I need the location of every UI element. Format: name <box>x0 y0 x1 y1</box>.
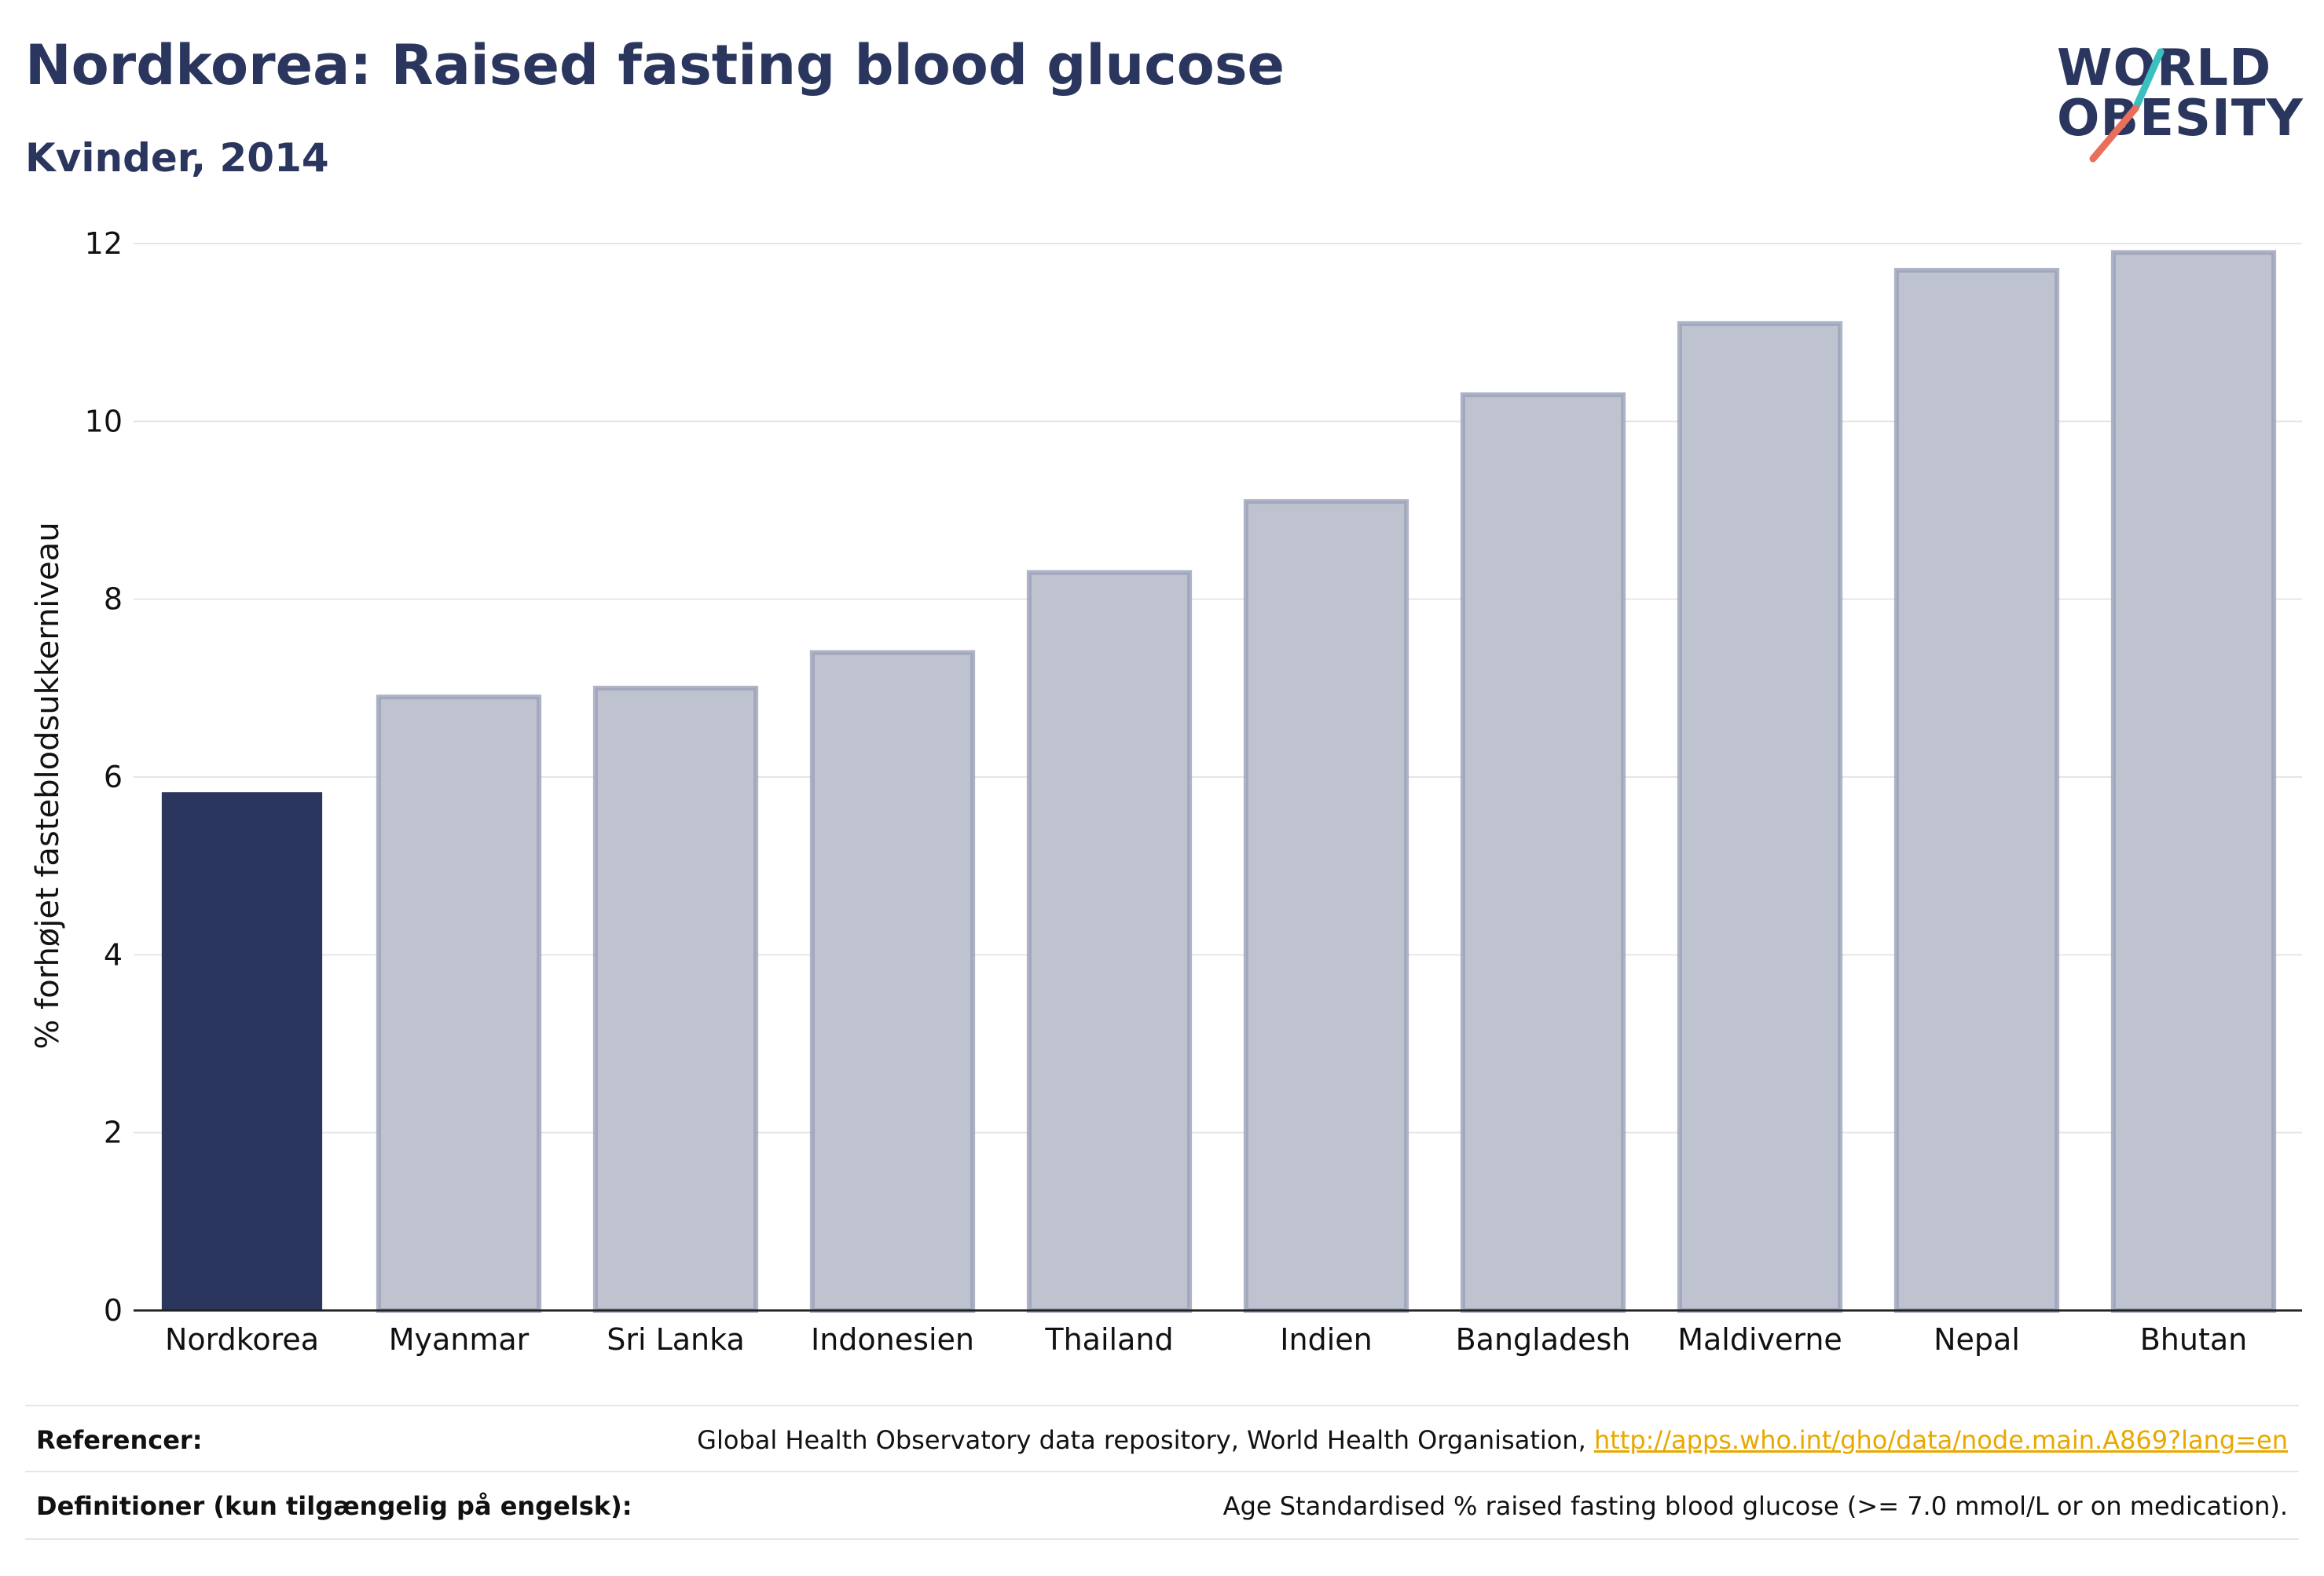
y-tick-label: 8 <box>104 582 123 617</box>
x-tick-labels: Nordkorea Myanmar Sri Lanka Indonesien Thail… <box>165 1322 2247 1357</box>
logo-text-world: WORLD <box>2057 39 2272 97</box>
bar-myanmar[interactable] <box>376 695 542 1313</box>
footer: Referencer: Global Health Observatory da… <box>25 1405 2299 1540</box>
logo-slash-icon <box>2089 48 2165 163</box>
y-tick-label: 2 <box>104 1116 123 1150</box>
x-tick-label: Indien <box>1280 1322 1372 1357</box>
bar-maldiverne[interactable] <box>1677 321 1843 1314</box>
bar-bangladesh[interactable] <box>1460 392 1626 1314</box>
logo-text-obesity: OBESITY <box>2057 90 2304 148</box>
x-tick-label: Indonesien <box>811 1322 974 1357</box>
references-row: Referencer: Global Health Observatory da… <box>25 1405 2299 1472</box>
world-obesity-logo[interactable]: WORLD OBESITY <box>2043 24 2310 165</box>
x-tick-label: Bhutan <box>2140 1322 2248 1357</box>
bar-bhutan[interactable] <box>2110 250 2277 1314</box>
bar-nordkorea[interactable] <box>161 792 323 1310</box>
bars <box>161 250 2277 1314</box>
references-label: Referencer: <box>36 1425 203 1455</box>
y-tick-label: 12 <box>85 226 123 261</box>
y-tick-label: 10 <box>85 404 123 438</box>
y-tick-label: 6 <box>104 760 123 794</box>
x-tick-label: Nepal <box>1934 1322 2020 1357</box>
chart-title: Nordkorea: Raised fasting blood glucose <box>25 33 1285 97</box>
definitions-row: Definitioner (kun tilgængelig på engelsk… <box>25 1471 2299 1540</box>
y-tick-label: 0 <box>104 1293 123 1328</box>
x-tick-label: Nordkorea <box>165 1322 319 1357</box>
y-tick-labels: 0 2 4 6 8 10 12 <box>85 226 123 1328</box>
bar-indonesien[interactable] <box>809 650 976 1313</box>
x-tick-label: Myanmar <box>389 1322 530 1357</box>
definitions-text: Age Standardised % raised fasting blood … <box>1222 1491 2288 1521</box>
bar-chart: 0 2 4 6 8 10 12 Nordkorea Myanmar Sri Lanka Indon… <box>30 226 2302 1357</box>
references-text: Global Health Observatory data repositor… <box>697 1425 1586 1455</box>
y-tick-label: 4 <box>104 937 123 972</box>
definitions-label: Definitioner (kun tilgængelig på engelsk… <box>36 1491 632 1521</box>
x-tick-label: Sri Lanka <box>607 1322 745 1357</box>
references-link[interactable]: http://apps.who.int/gho/data/node.main.A… <box>1593 1425 2288 1455</box>
bar-indien[interactable] <box>1243 499 1409 1313</box>
references-value: Global Health Observatory data repositor… <box>697 1425 2288 1455</box>
x-tick-label: Thailand <box>1044 1322 1173 1357</box>
bar-nepal[interactable] <box>1893 267 2060 1314</box>
bar-sri-lanka[interactable] <box>592 685 759 1313</box>
y-axis-title: % forhøjet fasteblodsukkerniveau <box>30 522 66 1049</box>
x-tick-label: Maldiverne <box>1677 1322 1842 1357</box>
x-tick-label: Bangladesh <box>1456 1322 1631 1357</box>
chart-subtitle: Kvinder, 2014 <box>25 135 329 181</box>
bar-thailand[interactable] <box>1026 570 1193 1313</box>
